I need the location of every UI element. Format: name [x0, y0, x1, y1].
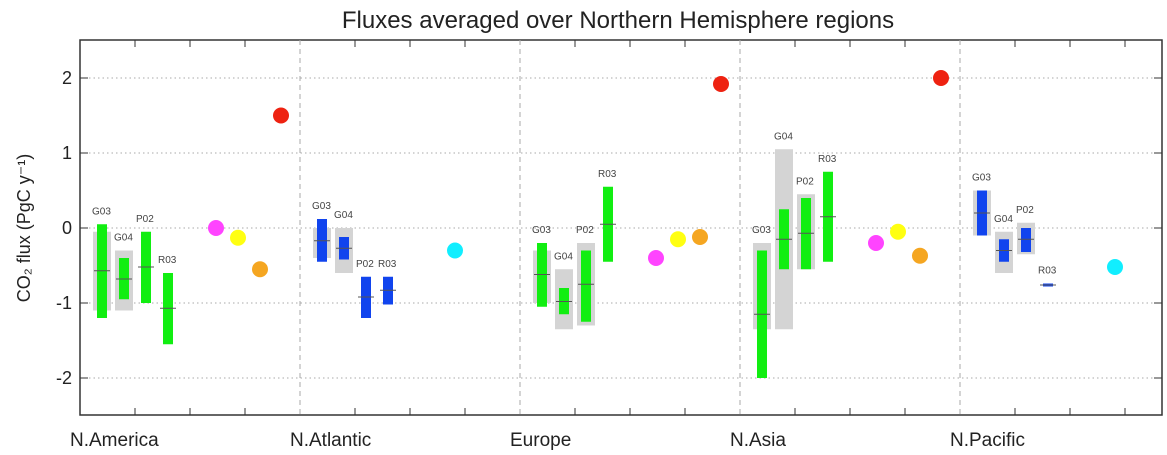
flux-estimate-point — [1107, 259, 1123, 275]
inversion-label: G04 — [334, 210, 353, 221]
inversion-label: P02 — [796, 176, 814, 187]
y-axis-label: CO₂ flux (PgC y⁻¹) — [14, 154, 34, 303]
flux-estimate-point — [208, 220, 224, 236]
inversion-label: G03 — [972, 173, 991, 184]
flux-estimate-point — [273, 107, 289, 124]
inversion-label: P02 — [1016, 205, 1034, 216]
region-label: N.America — [70, 430, 159, 451]
flux-range-bar — [1021, 228, 1031, 252]
inversion-label: G03 — [752, 225, 771, 236]
flux-estimate-point — [252, 261, 268, 278]
grid-layer — [80, 40, 1162, 415]
inversion-label: R03 — [378, 259, 397, 270]
inversion-label: R03 — [1038, 266, 1057, 277]
y-tick-label: 1 — [62, 143, 72, 163]
inversion-label: G03 — [532, 225, 551, 236]
inversion-label: R03 — [598, 169, 617, 180]
inversion-label: G04 — [114, 233, 133, 244]
inversion-label: G04 — [994, 214, 1013, 225]
region-label: N.Pacific — [950, 430, 1025, 451]
inversion-label: P02 — [576, 225, 594, 236]
region-label: Europe — [510, 430, 571, 451]
tick-layer: -2 -1 0 1 2 N.America N.Atlantic Europe N.Asia N.… — [56, 40, 1162, 451]
flux-estimate-point — [912, 247, 928, 264]
y-tick-label: 0 — [62, 218, 72, 238]
region-label: N.Asia — [730, 430, 786, 451]
region-label: N.Atlantic — [290, 430, 371, 451]
y-tick-label: -2 — [56, 368, 72, 388]
flux-estimate-point — [868, 235, 884, 251]
flux-estimate-point — [648, 250, 664, 266]
chart-title: Fluxes averaged over Northern Hemisphere… — [342, 7, 894, 34]
flux-estimate-point — [692, 229, 708, 245]
inversion-label: R03 — [818, 154, 837, 165]
flux-estimate-point — [890, 223, 906, 240]
flux-estimate-point — [447, 242, 463, 259]
flux-estimate-point — [230, 229, 246, 246]
inversion-label: P02 — [136, 214, 154, 225]
bar-layer — [94, 171, 1056, 378]
inversion-label: G03 — [312, 201, 331, 212]
inversion-label: R03 — [158, 255, 177, 266]
flux-range-bar — [581, 250, 591, 322]
inversion-label: G03 — [92, 206, 111, 217]
y-tick-label: 2 — [62, 68, 72, 88]
point-layer — [208, 70, 1123, 278]
inversion-label: G04 — [774, 131, 793, 142]
flux-estimate-point — [933, 70, 949, 86]
inversion-label: P02 — [356, 259, 374, 270]
y-tick-label: -1 — [56, 293, 72, 313]
flux-estimate-point — [713, 76, 729, 92]
inversion-label: G04 — [554, 251, 573, 262]
flux-estimate-point — [670, 231, 686, 248]
